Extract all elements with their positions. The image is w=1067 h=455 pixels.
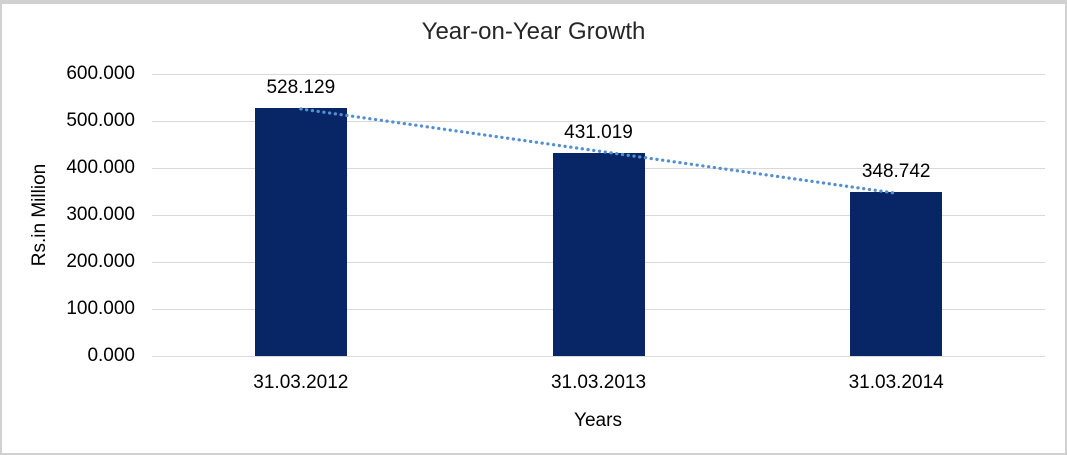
data-label: 348.742	[861, 161, 931, 183]
y-axis-tick-label: 400.000	[66, 157, 135, 178]
x-axis-title: Years	[574, 410, 622, 431]
x-axis-tick-label: 31.03.2013	[550, 372, 647, 393]
chart-title: Year-on-Year Growth	[421, 18, 646, 45]
y-axis-tick-label: 600.000	[66, 63, 135, 84]
bar	[552, 153, 645, 356]
gridline	[152, 73, 1045, 75]
y-axis-tick-label: 500.000	[66, 110, 135, 131]
y-axis-tick-label: 100.000	[66, 298, 135, 319]
x-axis-tick-label: 31.03.2014	[848, 372, 944, 393]
data-label: 431.019	[564, 122, 633, 144]
bar	[254, 107, 347, 356]
y-axis-tick-label: 300.000	[66, 204, 135, 225]
data-label: 528.129	[266, 76, 336, 98]
x-axis-tick-label: 31.03.2012	[253, 372, 349, 393]
bar	[850, 192, 943, 356]
y-axis-tick-label: 0.000	[87, 345, 135, 366]
y-axis-tick-label: 200.000	[66, 251, 135, 272]
gridline	[152, 355, 1045, 357]
